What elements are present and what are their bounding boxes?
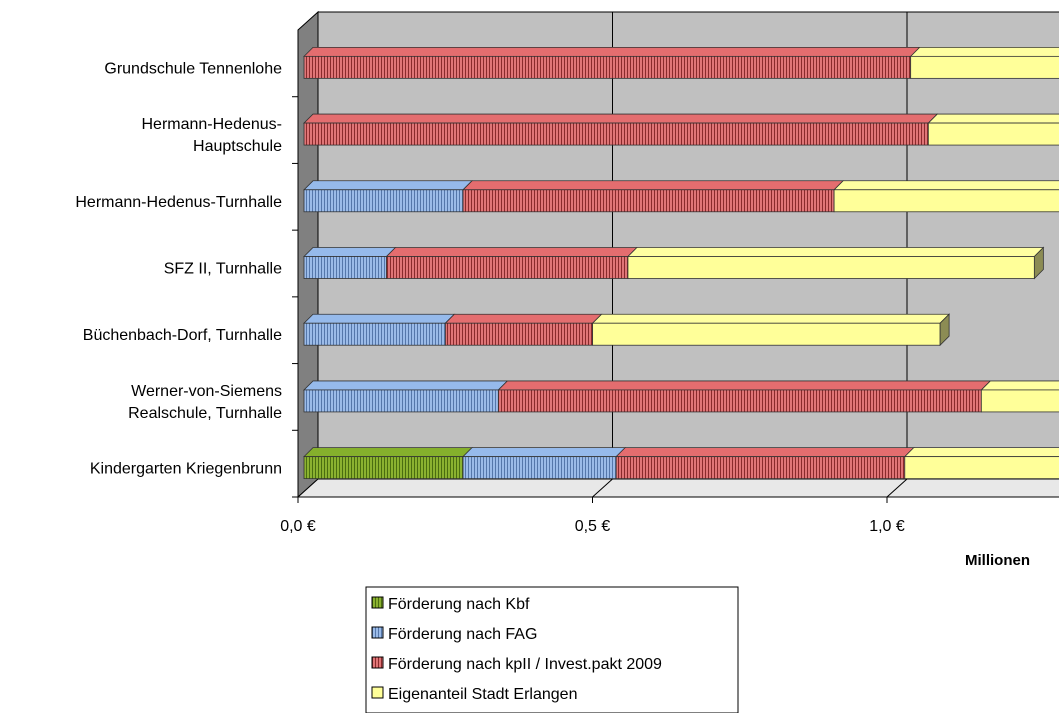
bar-segment [615, 447, 915, 480]
bar-segment [626, 247, 1045, 279]
category-label-line: Hermann-Hedenus- [141, 116, 282, 133]
bar-front [303, 55, 912, 79]
bar-front [303, 256, 387, 279]
bar-front [303, 189, 464, 213]
category-label: Hermann-Hedenus- Hauptschule [141, 116, 282, 155]
bar-top [303, 180, 473, 191]
bar-front [910, 55, 1059, 79]
bar-segment [385, 247, 638, 279]
bar-front [980, 389, 1059, 413]
bar-top [444, 313, 603, 324]
bar-front [904, 456, 1059, 480]
legend-entry: Förderung nach kpII / Invest.pakt 2009 [388, 656, 662, 673]
category-label: Hermann-Hedenus-Turnhalle [75, 194, 282, 211]
bar-top [497, 380, 992, 391]
category-label-line: Kindergarten Kriegenbrunn [90, 461, 282, 478]
category-label: Büchenbach-Dorf, Turnhalle [83, 327, 282, 344]
bar-segment [303, 180, 473, 213]
bar-segment [303, 247, 397, 279]
category-label-line: Realschule, Turnhalle [128, 405, 282, 422]
bar-segment [903, 447, 1059, 480]
bar-front [444, 322, 594, 346]
legend-swatch [371, 686, 384, 699]
bar-segment [303, 447, 473, 480]
bar-segment [909, 46, 1059, 79]
bar-front [303, 456, 464, 480]
legend: Förderung nach Kbf Förderung nach FAG Förd… [365, 586, 739, 713]
x-tick-label: 0,0 € [280, 518, 316, 535]
bar-top [303, 113, 939, 124]
bar-front [927, 122, 1059, 146]
bar-top [615, 447, 915, 458]
category-label: Grundschule Tennenlohe [104, 60, 282, 77]
bar-top [303, 46, 921, 57]
bar-segment [591, 313, 951, 346]
bar-segment [833, 180, 1059, 213]
axes: 0,0 €0,5 €1,0 €1,5 €2,0 €2,5 €MillionenK… [75, 30, 1059, 569]
floor-gridline [592, 478, 613, 498]
floor-gridline [886, 478, 908, 498]
bar-top [385, 247, 638, 257]
legend-entry: Förderung nach FAG [388, 626, 537, 643]
category-label-line: Grundschule Tennenlohe [104, 60, 282, 77]
bar-front [627, 256, 1035, 279]
bar-top [626, 247, 1045, 257]
bar-front [497, 389, 982, 413]
bar-front [303, 322, 446, 346]
x-tick-label: 0,5 € [575, 518, 611, 535]
legend-swatch [371, 656, 384, 669]
x-tick-label: 1,0 € [869, 518, 905, 535]
bar-top [303, 313, 456, 324]
bar-segment [444, 313, 603, 346]
bar-segment [980, 380, 1059, 413]
bar-segment [303, 46, 921, 79]
category-label: SFZ II, Turnhalle [164, 261, 282, 278]
bar-segment [303, 313, 456, 346]
bar-top [833, 180, 1059, 191]
legend-swatch [371, 596, 384, 609]
floor [296, 478, 1059, 498]
legend-entry: Förderung nach Kbf [388, 596, 530, 613]
legend-entry: Eigenanteil Stadt Erlangen [388, 686, 577, 703]
bar-top [591, 313, 951, 324]
bars [303, 46, 1059, 480]
bar-top [927, 113, 1059, 124]
bar-top [903, 447, 1059, 458]
category-label-line: Werner-von-Siemens [131, 383, 282, 400]
bar-front [303, 122, 929, 146]
category-label-line: Hauptschule [193, 138, 282, 155]
category-label-line: Büchenbach-Dorf, Turnhalle [83, 327, 282, 344]
bar-segment [303, 113, 939, 146]
bar-front [462, 189, 835, 213]
bar-end [1033, 246, 1044, 280]
bar-front [386, 256, 629, 279]
category-label-line: SFZ II, Turnhalle [164, 261, 282, 278]
bar-front [592, 322, 941, 346]
bar-top [303, 447, 473, 458]
x-unit-label: Millionen [965, 552, 1030, 569]
legend-swatch [371, 626, 384, 639]
bar-top [303, 247, 397, 257]
bar-segment [927, 113, 1059, 146]
bar-segment [497, 380, 992, 413]
bar-segment [303, 380, 509, 413]
bar-segment [462, 180, 845, 213]
bar-top [980, 380, 1059, 391]
bar-front [833, 189, 1059, 213]
bar-front [462, 456, 617, 480]
bar-segment [462, 447, 627, 480]
bar-top [462, 447, 627, 458]
category-label: Kindergarten Kriegenbrunn [90, 461, 282, 478]
bar-top [462, 180, 845, 191]
bar-top [909, 46, 1059, 57]
bar-top [303, 380, 509, 391]
category-label-line: Hermann-Hedenus-Turnhalle [75, 194, 282, 211]
category-label: Werner-von-Siemens Realschule, Turnhalle [128, 383, 282, 422]
legend-box [365, 586, 739, 713]
bar-front [615, 456, 906, 480]
bar-front [303, 389, 499, 413]
bar-end [939, 313, 950, 347]
